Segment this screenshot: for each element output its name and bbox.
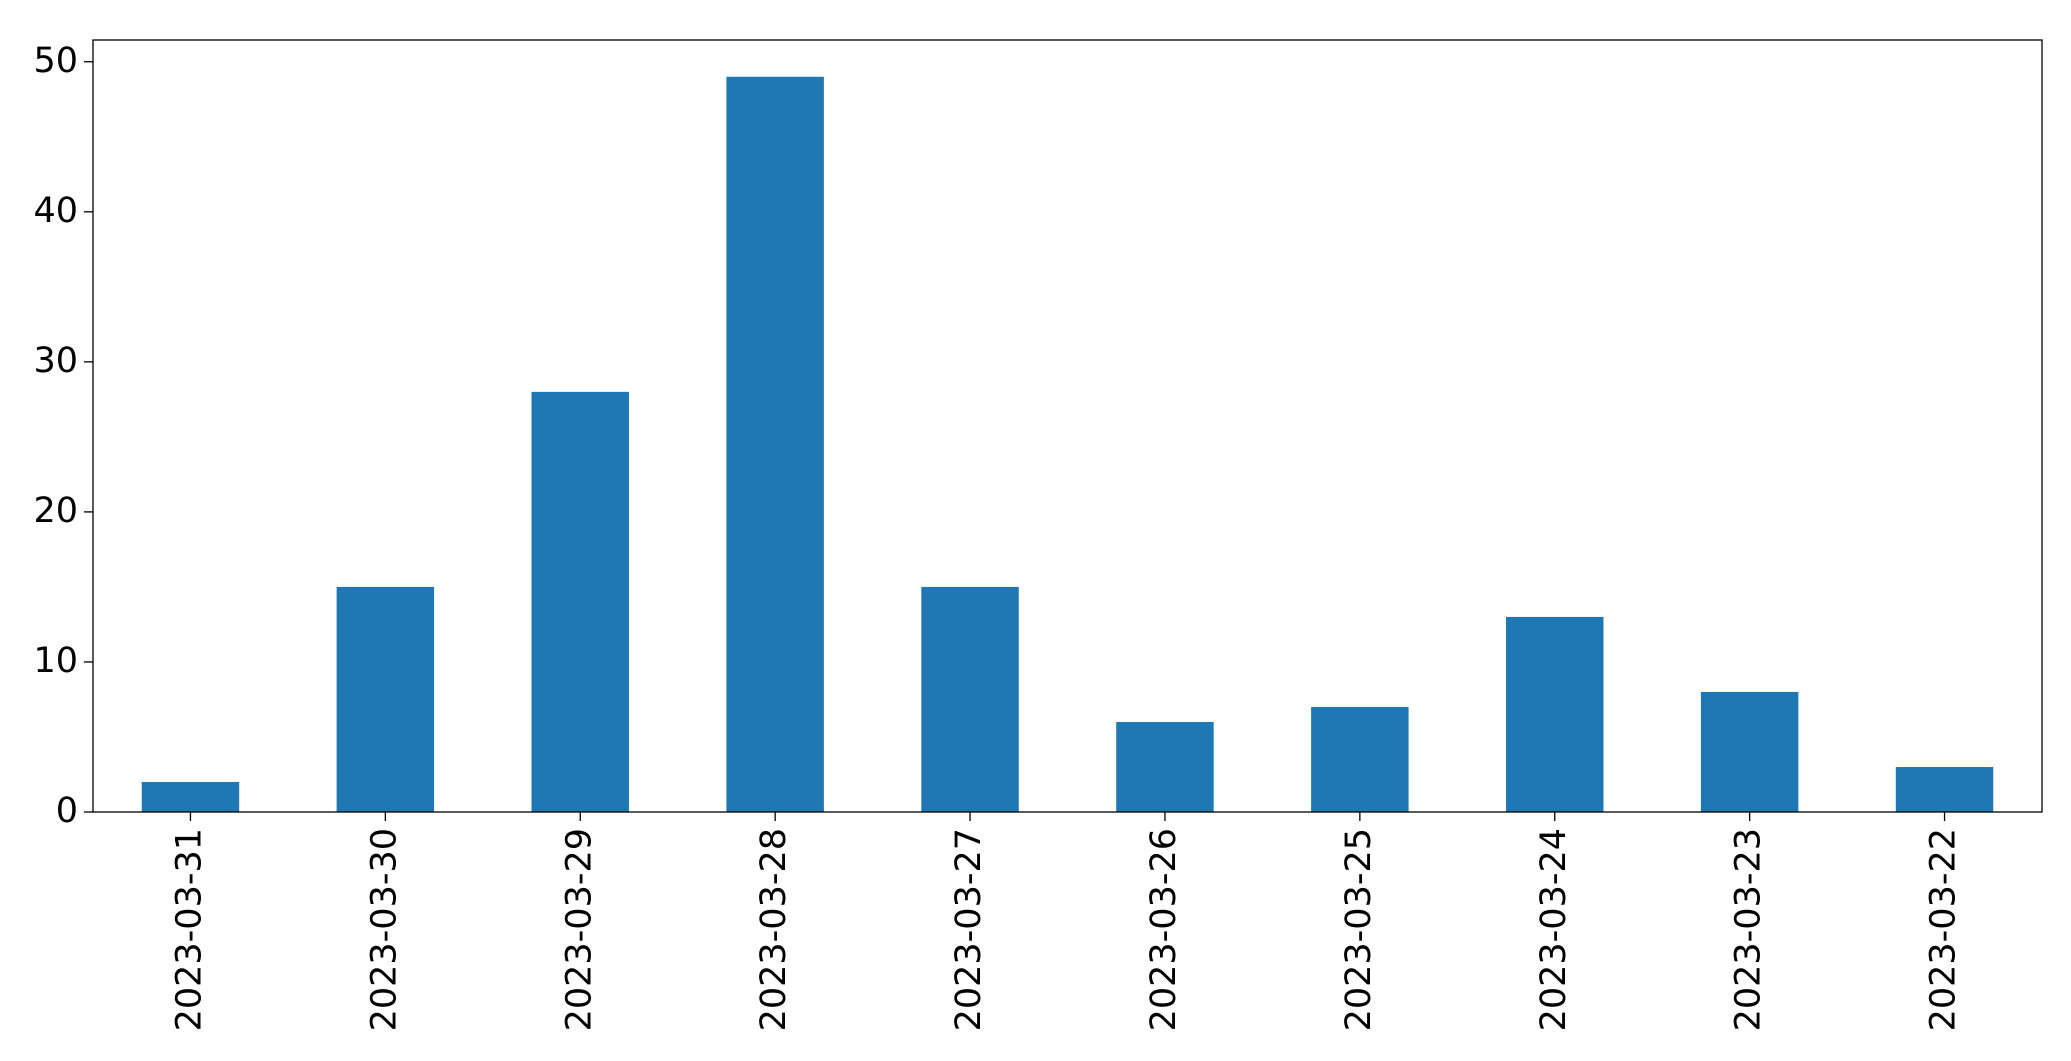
bar [726,76,824,812]
x-tick-label: 2023-03-30 [364,828,404,1031]
y-tick-label: 0 [56,791,78,831]
x-tick-label: 2023-03-25 [1339,828,1379,1031]
y-tick-label: 50 [33,41,78,81]
y-tick-label: 30 [33,341,78,381]
bar [1116,721,1214,812]
x-tick-label: 2023-03-23 [1729,828,1769,1031]
bar [531,391,629,812]
x-tick-label: 2023-03-27 [949,828,989,1031]
x-tick-label: 2023-03-31 [169,828,209,1031]
bar [1895,766,1994,812]
bar [921,586,1019,812]
bar [141,781,240,812]
x-tick-label: 2023-03-22 [1924,828,1964,1031]
bar [1700,691,1799,812]
bar [1311,706,1409,812]
plot-frame [92,39,2043,813]
bar [336,586,435,812]
x-tick-label: 2023-03-26 [1144,828,1184,1031]
y-tick-label: 10 [33,641,78,681]
x-tick-label: 2023-03-29 [559,828,599,1031]
y-tick-label: 40 [33,191,78,231]
x-tick-label: 2023-03-28 [754,828,794,1031]
bar [1506,616,1604,812]
y-tick-label: 20 [33,491,78,531]
x-tick-label: 2023-03-24 [1534,828,1574,1031]
